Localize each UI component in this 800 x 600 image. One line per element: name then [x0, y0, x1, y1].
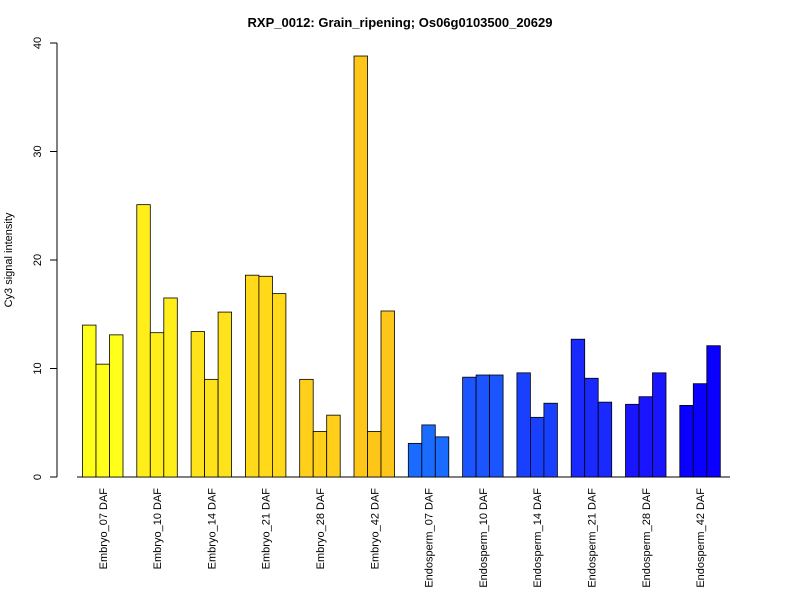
bar	[326, 414, 341, 478]
bar	[271, 293, 287, 478]
bar	[489, 374, 504, 478]
x-category-label: Embryo_28 DAF	[315, 488, 327, 570]
x-category-label: Endosperm_14 DAF	[532, 488, 544, 588]
y-tick-label: 10	[32, 362, 44, 374]
bar	[204, 378, 219, 478]
bar	[136, 204, 151, 478]
bar	[597, 401, 613, 478]
bar	[706, 345, 721, 478]
x-category-label: Endosperm_28 DAF	[641, 488, 653, 588]
bar	[353, 55, 368, 478]
bar	[217, 311, 233, 478]
bar	[82, 324, 97, 478]
bar	[638, 396, 653, 478]
x-category-label: Endosperm_42 DAF	[695, 488, 707, 588]
x-category-label: Embryo_14 DAF	[206, 488, 218, 570]
x-category-label: Endosperm_21 DAF	[586, 488, 598, 588]
bar	[190, 331, 206, 478]
bar	[570, 338, 586, 478]
y-axis-ticks: 0 10 20 30 40	[32, 37, 57, 480]
bar	[380, 310, 395, 478]
x-category-label: Embryo_07 DAF	[98, 488, 110, 570]
y-tick-label: 30	[32, 145, 44, 157]
x-category-label: Embryo_10 DAF	[152, 488, 164, 570]
bar	[367, 431, 382, 478]
y-tick-label: 0	[32, 474, 44, 480]
bar	[434, 436, 450, 478]
bar	[679, 404, 694, 478]
x-category-label: Endosperm_10 DAF	[478, 488, 490, 588]
x-axis-labels: Embryo_07 DAF Embryo_10 DAF Embryo_14 DAF E…	[98, 488, 707, 588]
bar	[516, 372, 531, 478]
y-tick-label: 40	[32, 37, 44, 49]
y-tick-label: 20	[32, 254, 44, 266]
bar	[692, 383, 708, 478]
bar	[584, 377, 599, 478]
x-category-label: Embryo_21 DAF	[261, 488, 273, 570]
bar	[299, 378, 314, 478]
chart-title: RXP_0012: Grain_ripening; Os06g0103500_2…	[248, 15, 553, 30]
bar	[407, 442, 423, 478]
bar	[462, 376, 477, 478]
bar	[244, 274, 260, 478]
bar	[421, 424, 436, 478]
bar	[652, 372, 667, 478]
x-category-label: Embryo_42 DAF	[369, 488, 381, 570]
bars-group	[82, 55, 721, 478]
y-axis-label: Cy3 signal intensity	[3, 212, 15, 307]
bar	[109, 334, 124, 478]
bar	[543, 402, 558, 478]
bar	[95, 363, 110, 478]
bar	[312, 431, 328, 478]
x-category-label: Endosperm_07 DAF	[424, 488, 436, 588]
bar	[625, 403, 640, 478]
bar	[163, 297, 178, 478]
bar	[258, 275, 273, 478]
bar	[475, 374, 491, 478]
bar	[149, 332, 165, 478]
bar	[530, 416, 545, 478]
